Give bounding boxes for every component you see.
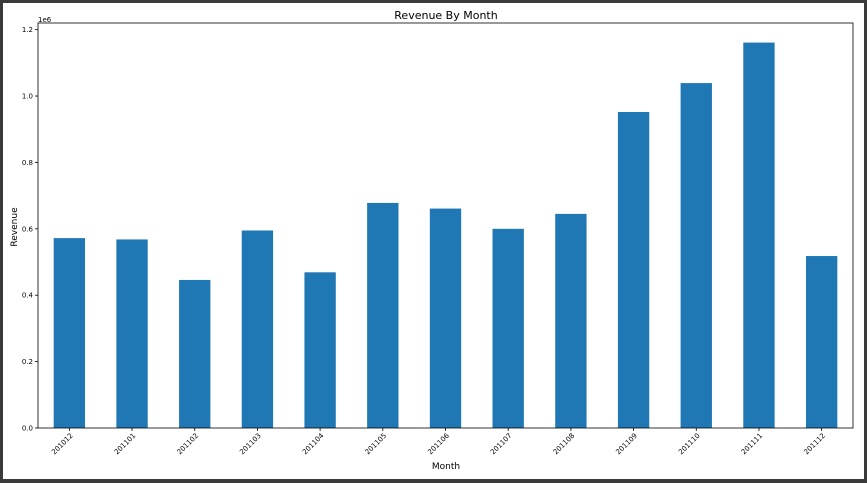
x-axis: 201012 201101 201102 201103 201104 201105 2011… xyxy=(50,428,827,456)
bar-201106 xyxy=(429,208,462,428)
bar-201012 xyxy=(53,238,86,428)
y-tick-label: 1.0 xyxy=(22,93,33,101)
y-axis-title: Revenue xyxy=(10,207,20,247)
bar-201109 xyxy=(617,111,650,428)
x-tick-label: 201107 xyxy=(489,432,514,457)
bar-chart: Revenue By Month 1e6 Revenue Month 0.00.… xyxy=(10,9,854,472)
y-tick-label: 0.4 xyxy=(22,292,34,300)
x-tick-label: 201110 xyxy=(677,432,702,457)
x-tick-label: 201102 xyxy=(176,432,201,457)
bar-201112 xyxy=(805,256,838,428)
plot-area-frame xyxy=(37,22,854,429)
x-tick-label: 201112 xyxy=(803,432,828,457)
bar-201104 xyxy=(304,272,336,428)
chart-title: Revenue By Month xyxy=(394,9,497,22)
bar-201108 xyxy=(555,213,587,428)
x-tick-label: 201101 xyxy=(113,432,138,457)
x-axis-title: Month xyxy=(432,462,460,472)
y-scale-label: 1e6 xyxy=(38,16,52,24)
x-tick-label: 201103 xyxy=(238,432,263,457)
x-tick-label: 201108 xyxy=(552,432,577,457)
x-tick-label: 201104 xyxy=(301,431,326,456)
x-tick-label: 201012 xyxy=(50,432,75,457)
bar-201111 xyxy=(743,42,775,429)
x-tick-label: 201105 xyxy=(364,432,389,457)
bar-201105 xyxy=(367,202,399,428)
y-tick-label: 0.6 xyxy=(22,225,34,233)
x-tick-label: 201109 xyxy=(614,432,639,457)
x-tick-label: 201106 xyxy=(426,431,451,456)
y-tick-label: 0.0 xyxy=(22,425,33,433)
bar-201107 xyxy=(492,228,524,428)
chart-frame: Revenue By Month 1e6 Revenue Month 0.0 0.… xyxy=(3,3,864,479)
y-tick-label: 1.2 xyxy=(22,26,33,34)
y-tick-label: 0.2 xyxy=(22,358,33,366)
bar-201102 xyxy=(179,279,211,428)
bar-201103 xyxy=(241,230,274,428)
bars xyxy=(53,42,838,429)
y-tick-label: 0.8 xyxy=(22,159,33,167)
x-tick-label: 201111 xyxy=(740,432,765,457)
bar-201110 xyxy=(680,83,712,429)
bar-201101 xyxy=(116,239,148,428)
y-axis: 0.0 0.2 0.4 0.6 0.8 1.0 1.2 xyxy=(22,26,38,433)
